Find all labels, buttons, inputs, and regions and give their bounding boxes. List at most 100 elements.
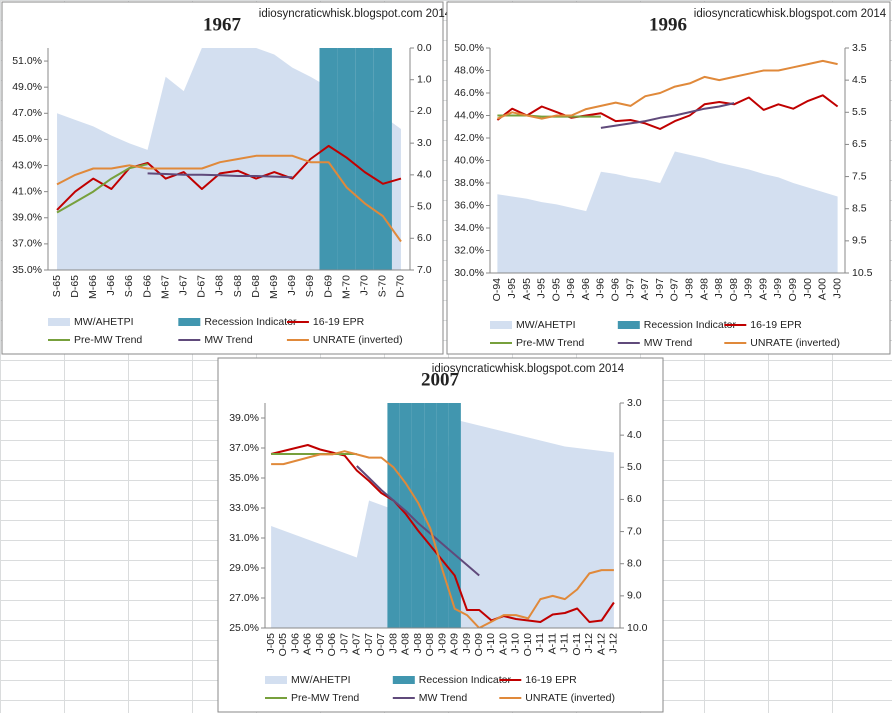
y-tick-label: 31.0%: [229, 532, 259, 544]
legend-marker: [178, 318, 201, 326]
line: [497, 59, 838, 120]
y-tick-label: 29.0%: [229, 562, 259, 574]
x-tick-label: A-95: [521, 278, 533, 300]
y-tick-label: 35.0%: [229, 472, 259, 484]
x-tick-label: A-11: [546, 633, 558, 655]
watermark: idiosyncraticwhisk.blogspot.com 2014: [694, 8, 887, 20]
y-tick-label: 41.0%: [12, 185, 42, 197]
y2-tick-label: 3.5: [852, 42, 867, 54]
x-tick-label: J-06: [314, 633, 326, 654]
y2-tick-label: 1.0: [417, 73, 432, 85]
chart: 1967 idiosyncraticwhisk.blogspot.com 2014…: [1, 1, 452, 355]
x-tick-label: J-00: [802, 278, 814, 299]
x-tick-label: J-07: [338, 633, 350, 654]
y2-tick-label: 6.0: [627, 493, 642, 505]
x-tick-label: O-96: [610, 278, 622, 302]
y2-tick-label: 8.5: [852, 202, 867, 214]
x-tick-label: O-05: [277, 633, 289, 657]
legend-label: MW Trend: [644, 337, 693, 349]
plot-area: [496, 59, 839, 273]
y-tick-label: 36.0%: [454, 199, 484, 211]
legend-label: 16-19 EPR: [750, 319, 802, 331]
x-tick-label: S-66: [123, 275, 135, 297]
x-tick-label: O-94: [491, 278, 503, 302]
x-tick-label: J-06: [289, 633, 301, 654]
x-tick-label: A-98: [698, 278, 710, 300]
x-tick-label: J-70: [359, 275, 371, 296]
y-tick-label: 25.0%: [229, 622, 259, 634]
x-tick-label: A-97: [639, 278, 651, 300]
x-tick-label: J-08: [387, 633, 399, 654]
line: [600, 102, 735, 129]
y-tick-label: 50.0%: [454, 42, 484, 54]
y-tick-label: 27.0%: [229, 592, 259, 604]
x-tick-label: J-05: [265, 633, 277, 654]
x-tick-label: A-99: [757, 278, 769, 300]
y2-tick-label: 2.0: [417, 105, 432, 117]
x-tick-label: J-11: [534, 633, 546, 653]
recession-bar: [411, 403, 425, 628]
y2-tick-label: 9.0: [627, 590, 642, 602]
recession-bar: [436, 403, 449, 628]
x-tick-label: D-68: [250, 275, 262, 298]
x-tick-label: D-70: [395, 275, 407, 298]
line: [356, 465, 480, 577]
x-tick-label: O-98: [728, 278, 740, 302]
x-tick-label: M-70: [340, 275, 352, 299]
x-tick-label: O-07: [375, 633, 387, 657]
legend-label: Pre-MW Trend: [74, 334, 142, 346]
x-tick-label: S-68: [232, 275, 244, 297]
legend-label: MW/AHETPI: [74, 316, 134, 328]
x-tick-label: J-07: [363, 633, 375, 654]
x-tick-label: O-11: [571, 633, 583, 656]
y-tick-label: 37.0%: [12, 238, 42, 250]
watermark: idiosyncraticwhisk.blogspot.com 2014: [432, 363, 625, 375]
y2-tick-label: 4.0: [627, 429, 642, 441]
x-tick-label: A-06: [302, 633, 314, 655]
line: [496, 94, 839, 130]
y-tick-label: 44.0%: [454, 109, 484, 121]
x-tick-label: J-66: [105, 275, 117, 296]
x-tick-label: D-67: [196, 275, 208, 298]
y2-tick-label: 10.0: [627, 622, 648, 634]
y-tick-label: 35.0%: [12, 264, 42, 276]
recession-bar: [424, 403, 437, 628]
y-tick-label: 32.0%: [454, 244, 484, 256]
recession-bar: [355, 48, 374, 270]
x-tick-label: J-08: [412, 633, 424, 654]
x-tick-label: J-00: [831, 278, 843, 299]
legend-label: 16-19 EPR: [313, 316, 365, 328]
x-tick-label: O-97: [669, 278, 681, 302]
legend-marker: [48, 318, 70, 326]
x-tick-label: J-68: [214, 275, 226, 296]
legend-marker: [392, 676, 415, 684]
line: [147, 172, 293, 179]
legend-label: Recession Indicator: [204, 316, 297, 328]
y2-tick-label: 3.0: [627, 397, 642, 409]
x-tick-label: J-95: [536, 278, 548, 299]
x-tick-label: O-95: [550, 278, 562, 302]
legend-marker: [490, 321, 512, 329]
x-tick-label: J-97: [654, 278, 666, 299]
x-tick-label: J-99: [772, 278, 784, 299]
x-tick-label: S-70: [377, 275, 389, 297]
y2-tick-label: 8.0: [627, 557, 642, 569]
y2-tick-label: 5.0: [417, 200, 432, 212]
x-tick-label: O-99: [787, 278, 799, 302]
y2-tick-label: 10.5: [852, 267, 873, 279]
legend-label: Pre-MW Trend: [516, 337, 584, 349]
x-tick-label: J-99: [743, 278, 755, 299]
line: [270, 444, 615, 623]
x-tick-label: J-97: [624, 278, 636, 299]
y-tick-label: 37.0%: [229, 442, 259, 454]
line: [56, 154, 402, 243]
y-tick-label: 40.0%: [454, 154, 484, 166]
x-tick-label: O-09: [473, 633, 485, 657]
y2-tick-label: 5.0: [627, 461, 642, 473]
x-tick-label: S-69: [304, 275, 316, 297]
y2-tick-label: 7.0: [627, 525, 642, 537]
y2-tick-label: 4.5: [852, 74, 867, 86]
y-tick-label: 45.0%: [12, 133, 42, 145]
